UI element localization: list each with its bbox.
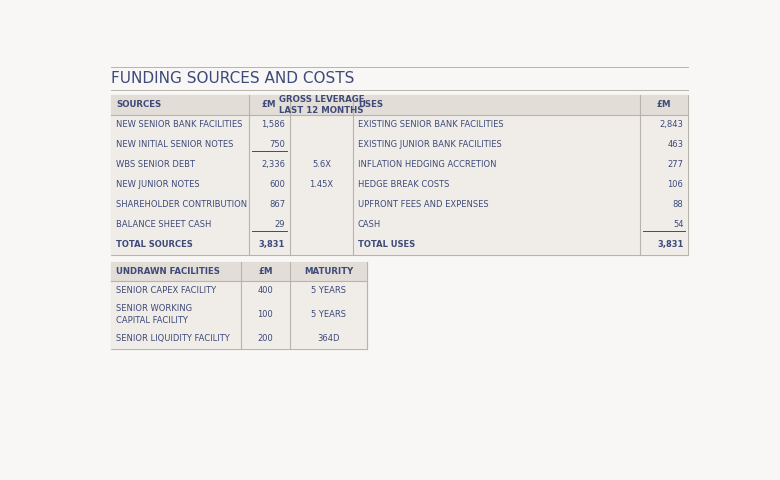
- Bar: [353, 115, 688, 255]
- Text: MATURITY: MATURITY: [304, 267, 353, 276]
- Bar: [112, 95, 688, 255]
- Text: 106: 106: [668, 180, 683, 189]
- Text: 5.6X: 5.6X: [312, 160, 331, 169]
- Text: 88: 88: [672, 200, 683, 209]
- Text: £M: £M: [258, 267, 272, 276]
- Text: NEW SENIOR BANK FACILITIES: NEW SENIOR BANK FACILITIES: [116, 120, 243, 129]
- Text: SENIOR LIQUIDITY FACILITY: SENIOR LIQUIDITY FACILITY: [116, 334, 230, 343]
- Text: 1.45X: 1.45X: [310, 180, 334, 189]
- Text: CASH: CASH: [358, 220, 381, 229]
- Text: USES: USES: [358, 100, 383, 109]
- Bar: [112, 263, 367, 281]
- Text: 400: 400: [257, 287, 273, 295]
- Text: 600: 600: [269, 180, 285, 189]
- Text: 364D: 364D: [317, 334, 340, 343]
- Text: EXISTING SENIOR BANK FACILITIES: EXISTING SENIOR BANK FACILITIES: [358, 120, 504, 129]
- Text: WBS SENIOR DEBT: WBS SENIOR DEBT: [116, 160, 195, 169]
- Text: 5 YEARS: 5 YEARS: [311, 287, 346, 295]
- Text: GROSS LEVERAGE
LAST 12 MONTHS: GROSS LEVERAGE LAST 12 MONTHS: [278, 95, 364, 115]
- Text: NEW INITIAL SENIOR NOTES: NEW INITIAL SENIOR NOTES: [116, 140, 233, 149]
- Text: NEW JUNIOR NOTES: NEW JUNIOR NOTES: [116, 180, 200, 189]
- Text: EXISTING JUNIOR BANK FACILITIES: EXISTING JUNIOR BANK FACILITIES: [358, 140, 502, 149]
- Text: 750: 750: [269, 140, 285, 149]
- Text: 1,586: 1,586: [261, 120, 285, 129]
- Text: TOTAL SOURCES: TOTAL SOURCES: [116, 240, 193, 249]
- Text: BALANCE SHEET CASH: BALANCE SHEET CASH: [116, 220, 211, 229]
- Text: 2,336: 2,336: [261, 160, 285, 169]
- Text: 867: 867: [269, 200, 285, 209]
- Text: 3,831: 3,831: [259, 240, 285, 249]
- Text: SHAREHOLDER CONTRIBUTION: SHAREHOLDER CONTRIBUTION: [116, 200, 247, 209]
- Bar: [353, 95, 688, 115]
- Bar: [112, 263, 367, 348]
- Text: FUNDING SOURCES AND COSTS: FUNDING SOURCES AND COSTS: [112, 72, 355, 86]
- Text: 54: 54: [673, 220, 683, 229]
- Bar: [112, 115, 353, 255]
- Text: £M: £M: [657, 100, 672, 109]
- Text: 277: 277: [668, 160, 683, 169]
- Text: 3,831: 3,831: [657, 240, 683, 249]
- Bar: [112, 95, 353, 115]
- Text: HEDGE BREAK COSTS: HEDGE BREAK COSTS: [358, 180, 449, 189]
- Bar: [112, 281, 367, 348]
- Text: 200: 200: [257, 334, 273, 343]
- Text: SENIOR CAPEX FACILITY: SENIOR CAPEX FACILITY: [116, 287, 216, 295]
- Text: 100: 100: [257, 310, 273, 319]
- Text: TOTAL USES: TOTAL USES: [358, 240, 415, 249]
- Text: 463: 463: [668, 140, 683, 149]
- Text: 29: 29: [275, 220, 285, 229]
- Text: INFLATION HEDGING ACCRETION: INFLATION HEDGING ACCRETION: [358, 160, 496, 169]
- Text: 2,843: 2,843: [660, 120, 683, 129]
- Text: UNDRAWN FACILITIES: UNDRAWN FACILITIES: [116, 267, 220, 276]
- Text: £M: £M: [262, 100, 276, 109]
- Text: SOURCES: SOURCES: [116, 100, 161, 109]
- Text: SENIOR WORKING
CAPITAL FACILITY: SENIOR WORKING CAPITAL FACILITY: [116, 304, 192, 325]
- Text: UPFRONT FEES AND EXPENSES: UPFRONT FEES AND EXPENSES: [358, 200, 488, 209]
- Text: 5 YEARS: 5 YEARS: [311, 310, 346, 319]
